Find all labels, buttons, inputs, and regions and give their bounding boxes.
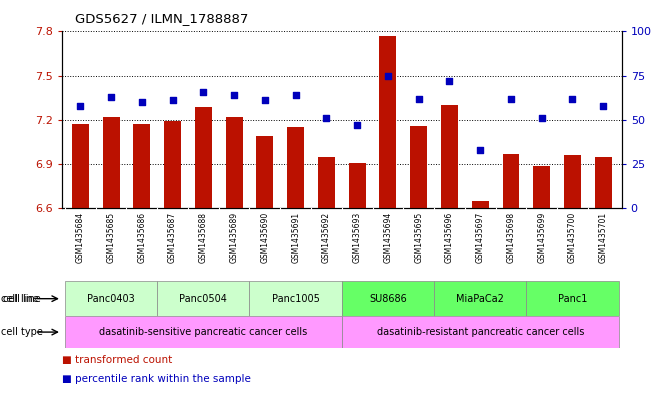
Text: GSM1435697: GSM1435697: [476, 212, 485, 263]
Bar: [256, 136, 273, 208]
Bar: [533, 165, 550, 208]
Point: [290, 92, 301, 98]
Point: [260, 97, 270, 103]
Point: [137, 99, 147, 105]
Text: GSM1435701: GSM1435701: [599, 212, 608, 263]
Bar: [287, 127, 304, 208]
Text: Panc0504: Panc0504: [180, 294, 227, 304]
Text: dasatinib-sensitive pancreatic cancer cells: dasatinib-sensitive pancreatic cancer ce…: [99, 327, 307, 337]
Point: [198, 88, 208, 95]
Bar: [434, 281, 527, 316]
Text: GSM1435689: GSM1435689: [230, 212, 239, 263]
Bar: [342, 316, 618, 348]
Point: [229, 92, 240, 98]
Point: [106, 94, 117, 100]
Text: GSM1435694: GSM1435694: [383, 212, 393, 263]
Point: [444, 78, 454, 84]
Text: Panc1: Panc1: [558, 294, 587, 304]
Bar: [72, 124, 89, 208]
Point: [506, 95, 516, 102]
Text: dasatinib-resistant pancreatic cancer cells: dasatinib-resistant pancreatic cancer ce…: [376, 327, 584, 337]
Bar: [65, 316, 342, 348]
Text: GSM1435687: GSM1435687: [168, 212, 177, 263]
Text: ■ transformed count: ■ transformed count: [62, 354, 172, 365]
Bar: [164, 121, 181, 208]
Point: [352, 122, 363, 128]
Bar: [133, 124, 150, 208]
Bar: [195, 107, 212, 208]
Point: [75, 103, 85, 109]
Bar: [410, 126, 427, 208]
Text: GSM1435684: GSM1435684: [76, 212, 85, 263]
Text: GSM1435700: GSM1435700: [568, 212, 577, 263]
Bar: [65, 281, 157, 316]
Text: SU8686: SU8686: [369, 294, 407, 304]
Point: [536, 115, 547, 121]
Point: [321, 115, 331, 121]
Point: [413, 95, 424, 102]
Point: [383, 72, 393, 79]
Text: GSM1435691: GSM1435691: [291, 212, 300, 263]
Text: cell line: cell line: [1, 294, 39, 304]
Text: Panc0403: Panc0403: [87, 294, 135, 304]
Text: GSM1435692: GSM1435692: [322, 212, 331, 263]
Text: GSM1435688: GSM1435688: [199, 212, 208, 263]
Point: [598, 103, 609, 109]
Text: ■ percentile rank within the sample: ■ percentile rank within the sample: [62, 374, 251, 384]
Bar: [380, 36, 396, 208]
Point: [567, 95, 577, 102]
Text: GSM1435690: GSM1435690: [260, 212, 270, 263]
Bar: [342, 281, 434, 316]
Bar: [503, 154, 519, 208]
Bar: [349, 163, 366, 208]
Bar: [318, 157, 335, 208]
Text: GSM1435685: GSM1435685: [107, 212, 116, 263]
Point: [167, 97, 178, 103]
Text: GSM1435696: GSM1435696: [445, 212, 454, 263]
Point: [475, 147, 486, 153]
Bar: [226, 117, 243, 208]
Text: GSM1435698: GSM1435698: [506, 212, 516, 263]
Bar: [527, 281, 618, 316]
Bar: [103, 117, 120, 208]
Text: cell type: cell type: [1, 327, 43, 337]
Bar: [595, 157, 612, 208]
Bar: [564, 155, 581, 208]
Text: GDS5627 / ILMN_1788887: GDS5627 / ILMN_1788887: [75, 12, 248, 25]
Text: GSM1435693: GSM1435693: [353, 212, 362, 263]
Bar: [157, 281, 249, 316]
Text: GSM1435695: GSM1435695: [414, 212, 423, 263]
Bar: [249, 281, 342, 316]
Text: MiaPaCa2: MiaPaCa2: [456, 294, 504, 304]
Bar: [472, 201, 489, 208]
Text: Panc1005: Panc1005: [271, 294, 320, 304]
Bar: [441, 105, 458, 208]
Text: GSM1435699: GSM1435699: [537, 212, 546, 263]
Text: cell line: cell line: [3, 294, 41, 304]
Text: GSM1435686: GSM1435686: [137, 212, 146, 263]
